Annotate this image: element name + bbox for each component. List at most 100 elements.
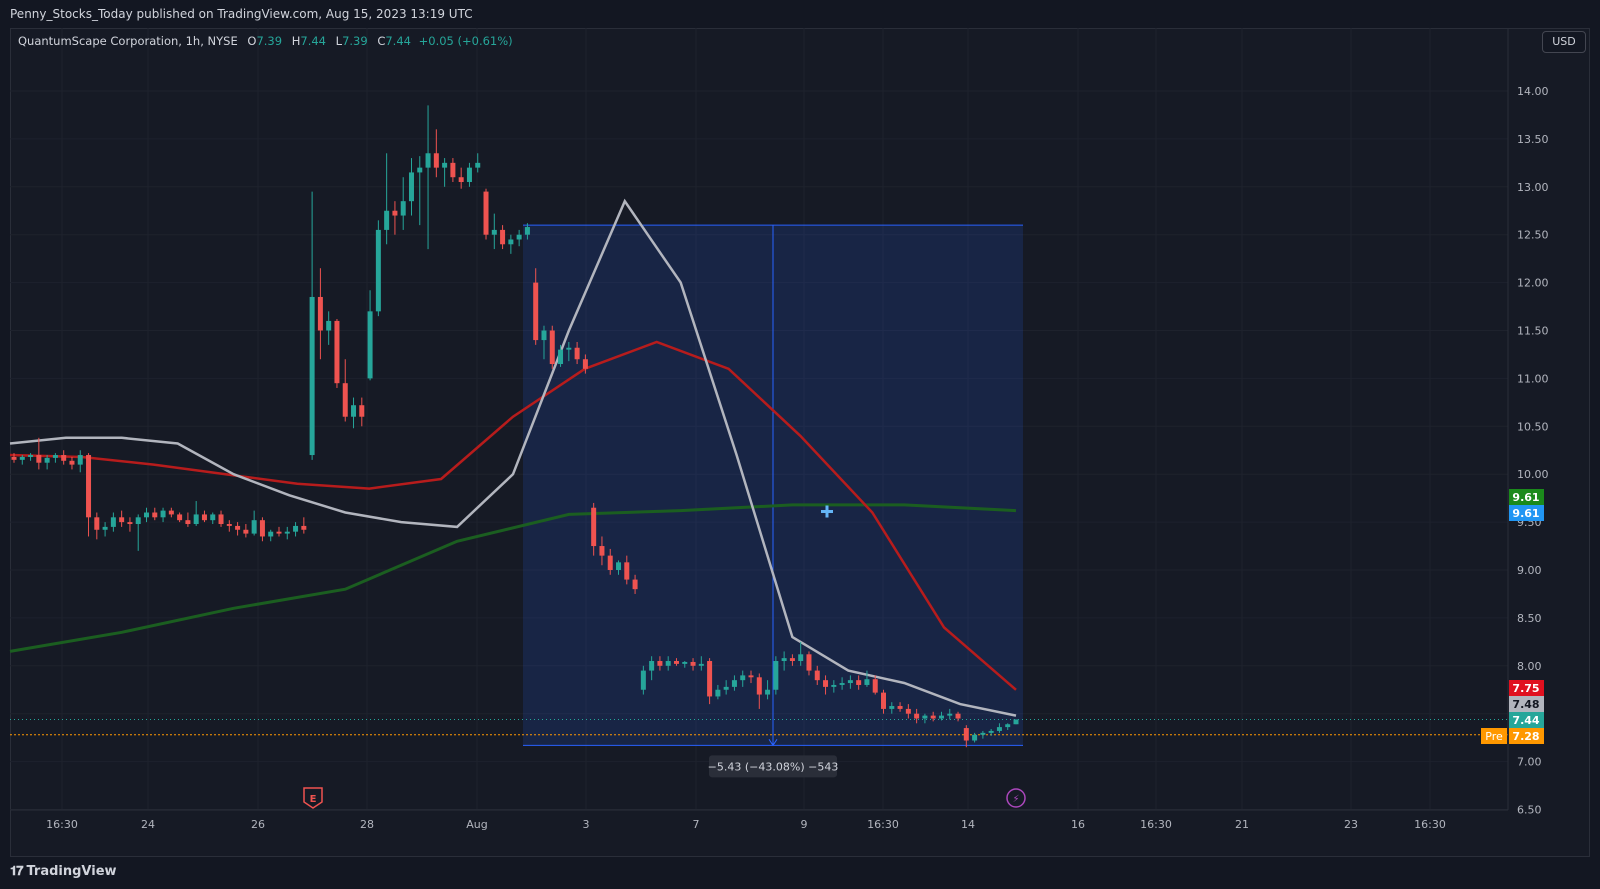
candle-body xyxy=(582,359,588,369)
footer xyxy=(0,857,1600,889)
candle-body xyxy=(566,347,572,350)
time-axis: 16:30 24 26 28 Aug 3 7 9 16:30 14 16 16:30 21 23 16:30 xyxy=(10,809,1508,831)
price-label: 9.61 xyxy=(1512,491,1539,504)
premarket-badge: Pre xyxy=(1485,730,1503,743)
candle-body xyxy=(723,686,729,690)
candle-body xyxy=(110,517,116,527)
published-bar: Penny_Stocks_Today published on TradingV… xyxy=(0,0,1600,28)
tradingview-logo-icon: 𝟏𝟕 xyxy=(10,864,24,879)
candle-body xyxy=(947,713,953,716)
price-tick-label: 8.50 xyxy=(1517,612,1542,625)
candle-body xyxy=(425,153,431,168)
symbol-label: QuantumScape Corporation, 1h, NYSE xyxy=(18,34,238,48)
time-tick-label: 3 xyxy=(583,818,590,831)
candle-body xyxy=(881,692,887,709)
candle-body xyxy=(201,514,207,521)
candle-body xyxy=(524,227,530,235)
price-tick-label: 13.50 xyxy=(1517,133,1549,146)
candle-body xyxy=(938,715,944,719)
candle-body xyxy=(69,460,75,465)
candle-body xyxy=(351,405,357,417)
candle-body xyxy=(889,706,895,709)
candle-body xyxy=(491,229,497,235)
candle-body xyxy=(36,455,42,463)
candle-body xyxy=(44,457,50,463)
candle-body xyxy=(988,730,994,733)
price-label: 7.28 xyxy=(1512,730,1539,743)
price-tick-label: 6.50 xyxy=(1517,804,1542,817)
candle-body xyxy=(814,670,820,681)
candle-body xyxy=(897,706,903,709)
candle-body xyxy=(284,531,290,534)
time-tick-label: 24 xyxy=(141,818,155,831)
low-value: 7.39 xyxy=(342,34,368,48)
candle-body xyxy=(649,661,655,671)
candle-body xyxy=(317,296,323,331)
candle-body xyxy=(914,713,920,719)
candle-body xyxy=(624,562,630,580)
candle-body xyxy=(177,514,183,521)
candle-body xyxy=(450,162,456,178)
open-value: 7.39 xyxy=(256,34,283,48)
price-label: 7.75 xyxy=(1512,682,1539,695)
candle-body xyxy=(789,658,795,662)
candle-body xyxy=(276,531,282,534)
candle-body xyxy=(665,661,671,666)
currency-button[interactable]: USD xyxy=(1542,31,1586,53)
earnings-marker-label: E xyxy=(310,794,317,805)
close-key: C xyxy=(377,34,386,48)
candle-body xyxy=(185,520,191,525)
time-tick-label: 14 xyxy=(961,818,975,831)
candle-body xyxy=(773,661,779,690)
chart-frame[interactable] xyxy=(10,28,1590,857)
candle-body xyxy=(972,734,978,741)
tradingview-brand[interactable]: 𝟏𝟕 TradingView xyxy=(10,864,117,879)
candle-body xyxy=(731,680,737,687)
candle-body xyxy=(756,677,762,695)
candle-body xyxy=(77,455,83,465)
open-key: O xyxy=(247,34,257,48)
time-tick-label: 26 xyxy=(251,818,265,831)
candle-body xyxy=(11,456,17,460)
candle-body xyxy=(119,517,125,523)
close-value: 7.44 xyxy=(385,34,411,48)
candle-body xyxy=(342,383,348,417)
candle-body xyxy=(905,708,911,714)
candle-body xyxy=(574,347,580,360)
candle-body xyxy=(996,727,1002,731)
candle-body xyxy=(259,520,265,537)
candle-body xyxy=(86,455,92,518)
price-tick-label: 12.50 xyxy=(1517,229,1549,242)
candle-body xyxy=(408,172,414,202)
candle-body xyxy=(765,689,771,695)
price-tick-label: 7.00 xyxy=(1517,756,1542,769)
price-tick-label: 14.00 xyxy=(1517,85,1549,98)
measure-arrow-icon xyxy=(768,739,778,747)
candle-body xyxy=(218,514,224,525)
measure-label: −5.43 (−43.08%) −543 xyxy=(708,760,839,773)
candle-body xyxy=(707,661,713,697)
candle-body xyxy=(127,522,133,525)
candle-body xyxy=(52,455,58,458)
time-tick-label: 23 xyxy=(1344,818,1358,831)
candle-body xyxy=(698,663,704,666)
candle-body xyxy=(28,455,34,457)
candle-body xyxy=(541,330,547,341)
candle-body xyxy=(591,507,597,547)
candle-body xyxy=(168,510,174,515)
price-tick-label: 8.00 xyxy=(1517,660,1542,673)
candle-body xyxy=(475,162,481,168)
candle-body xyxy=(309,296,315,456)
symbol-legend: QuantumScape Corporation, 1h, NYSE O7.39… xyxy=(18,34,513,48)
time-tick-label: 16:30 xyxy=(867,818,899,831)
price-label-bg xyxy=(1509,712,1544,728)
time-tick-label: 28 xyxy=(360,818,374,831)
measure-label-bg xyxy=(709,755,837,778)
candle-body xyxy=(367,311,373,379)
candle-body xyxy=(160,510,166,518)
crosshair-plus-icon xyxy=(821,505,833,518)
candle-body xyxy=(847,680,853,684)
candle-body xyxy=(102,526,108,530)
price-label-bg xyxy=(1509,489,1544,505)
